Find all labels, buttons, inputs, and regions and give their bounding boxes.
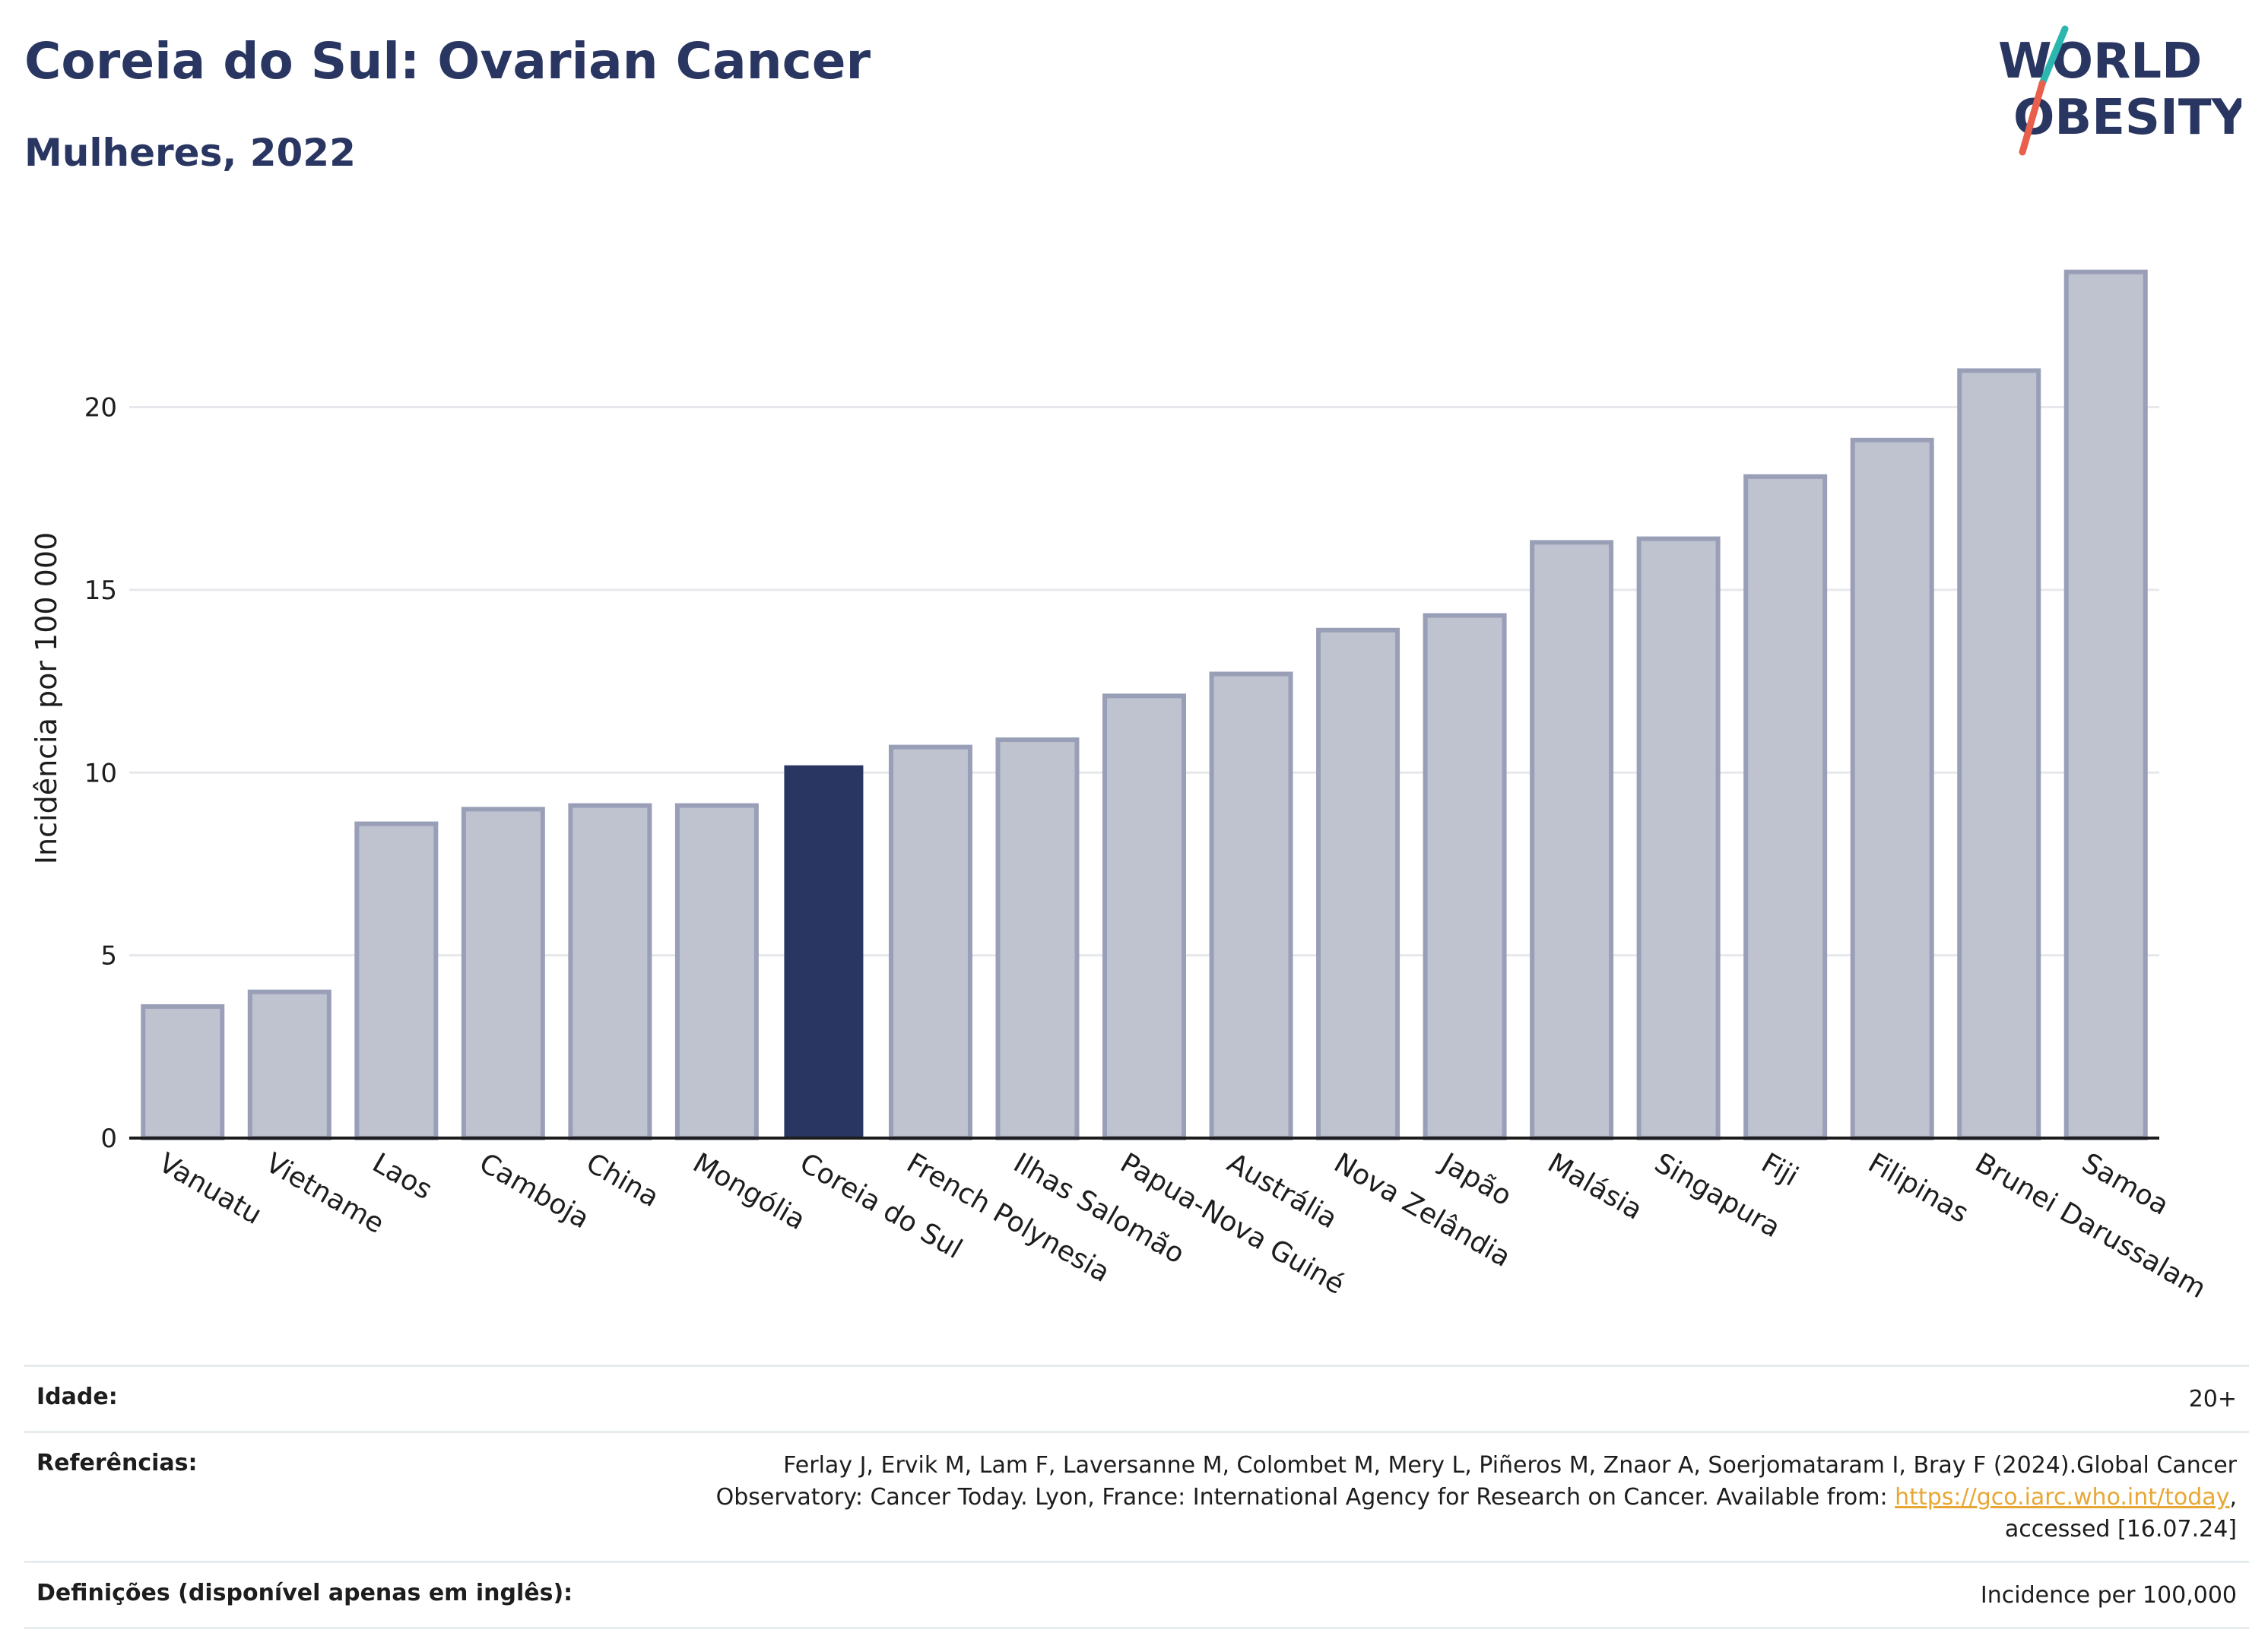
bar-papua-nova-guin- <box>1102 693 1186 1140</box>
bar-french-polynesia <box>888 744 972 1140</box>
x-tick-label: Laos <box>367 1147 437 1206</box>
definitions-value: Incidence per 100,000 <box>1980 1582 2237 1609</box>
axis-layer: 0 5 10 15 20 Incidência por 100 000 <box>30 393 2159 1154</box>
logo-word-1: WORLD <box>1998 33 2202 90</box>
references-link[interactable]: https://gco.iarc.who.int/today <box>1895 1484 2230 1511</box>
y-tick-label: 15 <box>84 576 117 606</box>
x-tick-label: China <box>581 1147 665 1213</box>
y-tick-label: 5 <box>100 941 117 972</box>
x-tick-label: Japão <box>1434 1146 1517 1212</box>
definitions-label: Definições (disponível apenas em inglês)… <box>36 1580 573 1606</box>
bar-vanuatu <box>141 1004 225 1141</box>
y-axis-title: Incidência por 100 000 <box>30 532 63 864</box>
info-row-age: Idade: 20+ <box>24 1365 2249 1431</box>
bar-china <box>568 803 652 1140</box>
bar-samoa <box>2063 269 2148 1140</box>
x-tick-label: Camboja <box>474 1147 594 1235</box>
x-tick-label: Filipinas <box>1863 1147 1974 1229</box>
bar-camboja <box>461 807 545 1140</box>
logo-slash-coral <box>2019 80 2046 156</box>
bars-layer <box>141 269 2148 1141</box>
y-tick-label: 20 <box>84 393 117 423</box>
x-tick-label: Nova Zelândia <box>1329 1147 1516 1273</box>
logo-word-2: OBESITY <box>2013 90 2241 146</box>
bar-chart: 0 5 10 15 20 Incidência por 100 000 VanuatuVi… <box>30 269 2211 1305</box>
references-text: Ferlay J, Ervik M, Lam F, Laversanne M, … <box>715 1452 2237 1511</box>
bar-coreia-do-sul <box>784 765 864 1138</box>
references-value: Ferlay J, Ervik M, Lam F, Laversanne M, … <box>640 1450 2237 1546</box>
x-tick-label: Vietname <box>260 1147 389 1240</box>
bar-austr-lia <box>1209 671 1293 1140</box>
bar-vietname <box>247 989 331 1140</box>
x-tick-label: Fiji <box>1756 1147 1803 1193</box>
bar-jap-o <box>1423 613 1507 1140</box>
bar-laos <box>354 821 439 1141</box>
chart-title: Coreia do Sul: Ovarian Cancer <box>24 32 871 90</box>
bar-filipinas <box>1850 437 1934 1140</box>
bar-ilhas-salom-o <box>995 737 1080 1140</box>
y-tick-label: 10 <box>84 758 117 788</box>
x-tick-label: Malásia <box>1543 1147 1648 1226</box>
bar-mal-sia <box>1530 540 1614 1140</box>
info-row-definitions: Definições (disponível apenas em inglês)… <box>24 1561 2249 1629</box>
age-value: 20+ <box>2188 1386 2237 1413</box>
bar-singapura <box>1636 536 1721 1140</box>
references-accessed: , accessed [16.07.24] <box>2004 1484 2237 1543</box>
world-obesity-logo: WORLD OBESITY <box>1998 25 2241 156</box>
info-row-references: Referências: Ferlay J, Ervik M, Lam F, L… <box>24 1431 2249 1561</box>
logo-slash-teal <box>2038 25 2069 87</box>
chart-subtitle: Mulheres, 2022 <box>24 131 356 175</box>
info-table: Idade: 20+ Referências: Ferlay J, Ervik … <box>24 1365 2249 1629</box>
x-tick-label: Mongólia <box>687 1147 810 1236</box>
bar-mong-lia <box>674 803 759 1140</box>
bar-nova-zel-ndia <box>1316 627 1400 1140</box>
bar-fiji <box>1743 474 1828 1140</box>
bar-brunei-darussalam <box>1957 368 2041 1140</box>
age-label: Idade: <box>36 1384 118 1410</box>
x-tick-label: Vanuatu <box>154 1147 267 1231</box>
y-tick-label: 0 <box>100 1124 117 1154</box>
references-label: Referências: <box>36 1450 198 1476</box>
